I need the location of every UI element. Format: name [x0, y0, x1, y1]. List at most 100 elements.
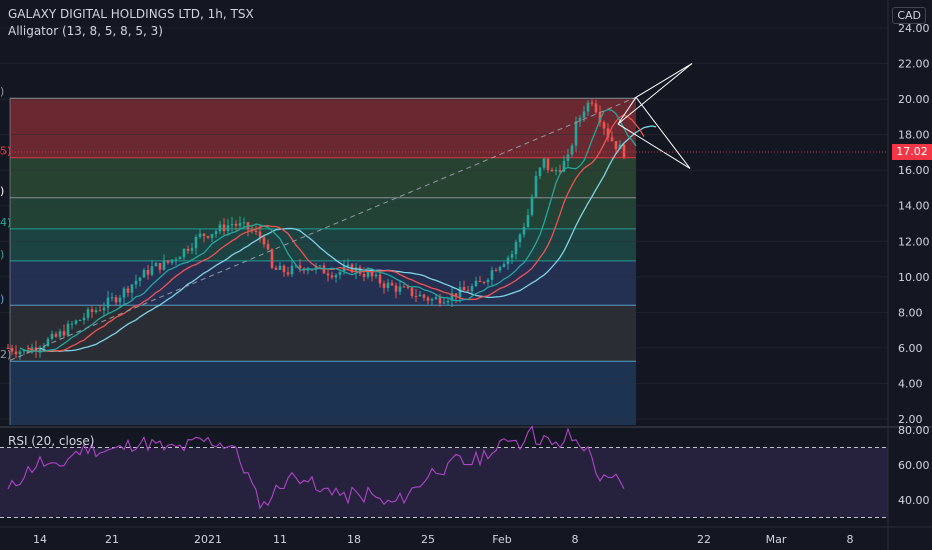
candle-body-105 [426, 297, 430, 301]
candle-body-103 [418, 294, 422, 297]
candle-body-143 [578, 117, 582, 122]
candle-body-68 [278, 265, 282, 270]
fib-levels [9, 97, 636, 425]
candle-body-113 [458, 287, 462, 298]
candle-body-147 [594, 103, 598, 113]
candle-body-27 [114, 297, 118, 303]
price-tick-1: 22.00 [898, 58, 930, 71]
time-tick-7: 8 [572, 533, 579, 546]
time-tick-5: 25 [421, 533, 435, 546]
candle-body-47 [194, 236, 198, 249]
candle-body-14 [62, 331, 66, 336]
candle-body-25 [106, 297, 110, 308]
candle-body-2 [14, 351, 18, 355]
candle-body-26 [110, 297, 114, 299]
candle-body-146 [590, 102, 594, 104]
candle-body-94 [382, 283, 386, 288]
candle-body-89 [362, 273, 366, 277]
candle-body-136 [550, 169, 554, 172]
candle-body-62 [254, 230, 258, 232]
candle-body-1 [10, 348, 14, 352]
candle-body-44 [182, 248, 186, 258]
candle-body-138 [558, 170, 562, 172]
price-tick-2: 20.00 [898, 93, 930, 106]
candle-body-112 [454, 293, 458, 298]
candle-body-98 [398, 286, 402, 292]
fib-label-3: 4) [0, 216, 11, 229]
candle-body-36 [150, 266, 154, 275]
candle-body-144 [582, 111, 586, 118]
candle-body-21 [90, 309, 94, 312]
candle-body-116 [470, 286, 474, 292]
fib-labels: ) 5)) 4))) 2) [0, 85, 11, 361]
fib-label-0: ) [0, 85, 4, 98]
candle-body-95 [386, 282, 390, 288]
candle-body-39 [162, 260, 166, 270]
price-tick-0: 24.00 [898, 22, 930, 35]
pitch-lower-2 [617, 123, 691, 169]
candle-body-154 [622, 144, 626, 158]
currency-badge[interactable]: CAD [892, 7, 926, 24]
candle-body-76 [310, 269, 314, 271]
candle-body-50 [206, 236, 210, 238]
candle-body-24 [102, 307, 106, 311]
candle-body-52 [214, 231, 218, 235]
candle-body-28 [118, 297, 122, 303]
last-price-badge: 17.02 [892, 144, 932, 161]
candle-body-87 [354, 267, 358, 273]
candle-body-148 [598, 112, 602, 123]
candle-body-108 [438, 297, 442, 304]
candle-body-141 [570, 145, 574, 155]
candle-body-120 [486, 279, 490, 283]
candle-body-78 [318, 265, 322, 267]
candle-body-122 [494, 270, 498, 272]
candle-body-13 [58, 331, 62, 337]
rsi-label[interactable]: RSI (20, close) [8, 434, 95, 448]
candle-body-59 [242, 222, 246, 224]
candle-body-43 [178, 257, 182, 260]
price-tick-3: 18.00 [898, 129, 930, 142]
candle-body-93 [378, 274, 382, 284]
candle-body-67 [274, 267, 278, 270]
rsi-tick-2: 40.00 [898, 494, 930, 507]
candle-body-20 [86, 309, 90, 318]
price-tick-9: 6.00 [898, 342, 923, 355]
candle-body-91 [370, 271, 374, 277]
time-tick-1: 21 [105, 533, 119, 546]
candle-body-53 [218, 224, 222, 232]
candle-body-8 [38, 348, 42, 351]
candle-body-77 [314, 266, 318, 270]
candle-body-71 [290, 265, 294, 275]
candle-body-145 [586, 102, 590, 112]
candle-body-51 [210, 234, 214, 238]
candle-body-80 [326, 273, 330, 276]
grid [0, 27, 888, 420]
rsi-band [0, 447, 888, 518]
candle-body-119 [482, 281, 486, 283]
candle-body-101 [410, 287, 414, 296]
indicator-label[interactable]: Alligator (13, 8, 5, 8, 5, 3) [8, 24, 163, 38]
alligator-jaw [39, 125, 657, 352]
fib-label-1: 5) [0, 145, 11, 158]
candle-body-41 [170, 259, 174, 263]
candle-body-104 [422, 294, 426, 298]
candle-body-56 [230, 223, 234, 226]
fib-zone-0 [10, 98, 636, 158]
candle-body-132 [534, 176, 538, 197]
fib-label-2: ) [0, 185, 4, 198]
candle-body-55 [226, 225, 230, 232]
alligator-lines [19, 108, 657, 353]
candle-body-130 [526, 215, 530, 227]
candle-body-3 [18, 351, 22, 355]
pitch-upper [617, 63, 693, 125]
candle-body-107 [434, 297, 438, 300]
candle-body-123 [498, 266, 502, 271]
fib-label-5: ) [0, 292, 4, 305]
candle-body-34 [142, 269, 146, 278]
candle-body-22 [94, 310, 98, 312]
candle-body-109 [442, 302, 446, 304]
candle-body-12 [54, 333, 58, 337]
candle-body-9 [42, 345, 46, 349]
candle-body-49 [202, 233, 206, 237]
